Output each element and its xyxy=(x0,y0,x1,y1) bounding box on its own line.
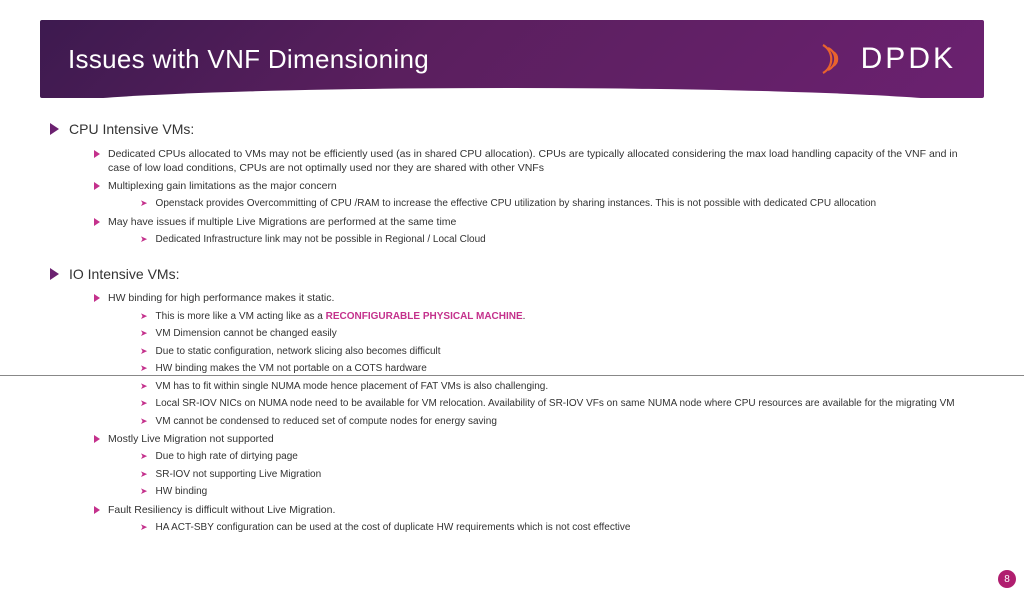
chevron-icon: ➤ xyxy=(140,398,148,410)
bullet-text: Due to high rate of dirtying page xyxy=(156,450,298,464)
bullet-text: HW binding makes the VM not portable on … xyxy=(156,362,427,376)
bullet-text: Fault Resiliency is difficult without Li… xyxy=(108,503,335,517)
bullet-text: HW binding xyxy=(156,485,208,499)
slide-content: CPU Intensive VMs: Dedicated CPUs alloca… xyxy=(0,98,1024,534)
bullet-l2: ➤ Due to static configuration, network s… xyxy=(140,345,974,359)
bullet-l1: Multiplexing gain limitations as the maj… xyxy=(94,179,974,193)
horizontal-rule xyxy=(0,375,1024,376)
chevron-icon: ➤ xyxy=(140,311,148,323)
bullet-l1: Mostly Live Migration not supported xyxy=(94,432,974,446)
bullet-l1: Fault Resiliency is difficult without Li… xyxy=(94,503,974,517)
bullet-text: Local SR-IOV NICs on NUMA node need to b… xyxy=(156,397,955,411)
bullet-l2: ➤ SR-IOV not supporting Live Migration xyxy=(140,468,974,482)
bullet-text: Mostly Live Migration not supported xyxy=(108,432,274,446)
bullet-l2: ➤ HW binding makes the VM not portable o… xyxy=(140,362,974,376)
slide-title: Issues with VNF Dimensioning xyxy=(68,44,429,75)
highlight-text: RECONFIGURABLE PHYSICAL MACHINE xyxy=(326,311,523,322)
chevron-icon: ➤ xyxy=(140,381,148,393)
bullet-l2: ➤ Local SR-IOV NICs on NUMA node need to… xyxy=(140,397,974,411)
bullet-text: Dedicated CPUs allocated to VMs may not … xyxy=(108,147,974,175)
chevron-icon: ➤ xyxy=(140,469,148,481)
chevron-icon: ➤ xyxy=(140,486,148,498)
bullet-l2: ➤ HA ACT-SBY configuration can be used a… xyxy=(140,521,974,535)
slide-header: Issues with VNF Dimensioning DPDK xyxy=(40,20,984,98)
chevron-icon: ➤ xyxy=(140,416,148,428)
bullet-l1: Dedicated CPUs allocated to VMs may not … xyxy=(94,147,974,175)
dpdk-arc-icon xyxy=(811,39,851,79)
bullet-text: HA ACT-SBY configuration can be used at … xyxy=(156,521,631,535)
bullet-text: HW binding for high performance makes it… xyxy=(108,291,334,305)
bullet-text: Dedicated Infrastructure link may not be… xyxy=(156,233,486,247)
triangle-bullet-icon xyxy=(50,123,59,135)
chevron-icon: ➤ xyxy=(140,198,148,210)
triangle-bullet-icon xyxy=(50,268,59,280)
section-title: IO Intensive VMs: xyxy=(69,265,179,284)
bullet-text: This is more like a VM acting like as a … xyxy=(156,310,526,324)
section-title: CPU Intensive VMs: xyxy=(69,120,194,139)
bullet-l2: ➤ Openstack provides Overcommitting of C… xyxy=(140,197,974,211)
triangle-small-icon xyxy=(94,435,100,443)
bullet-text: May have issues if multiple Live Migrati… xyxy=(108,215,456,229)
bullet-text: SR-IOV not supporting Live Migration xyxy=(156,468,322,482)
bullet-l2: ➤ VM cannot be condensed to reduced set … xyxy=(140,415,974,429)
bullet-text: Openstack provides Overcommitting of CPU… xyxy=(156,197,877,211)
bullet-l1: HW binding for high performance makes it… xyxy=(94,291,974,305)
triangle-small-icon xyxy=(94,294,100,302)
chevron-icon: ➤ xyxy=(140,328,148,340)
bullet-l2: ➤ HW binding xyxy=(140,485,974,499)
chevron-icon: ➤ xyxy=(140,363,148,375)
chevron-icon: ➤ xyxy=(140,451,148,463)
chevron-icon: ➤ xyxy=(140,234,148,246)
section-header: CPU Intensive VMs: xyxy=(50,120,974,139)
bullet-text: VM has to fit within single NUMA mode he… xyxy=(156,380,549,394)
bullet-l2: ➤ This is more like a VM acting like as … xyxy=(140,310,974,324)
triangle-small-icon xyxy=(94,150,100,158)
triangle-small-icon xyxy=(94,218,100,226)
dpdk-logo-text: DPDK xyxy=(861,42,956,76)
section-header: IO Intensive VMs: xyxy=(50,265,974,284)
bullet-l1: May have issues if multiple Live Migrati… xyxy=(94,215,974,229)
bullet-text: Due to static configuration, network sli… xyxy=(156,345,441,359)
bullet-l2: ➤ Dedicated Infrastructure link may not … xyxy=(140,233,974,247)
bullet-text: VM Dimension cannot be changed easily xyxy=(156,327,337,341)
bullet-text: Multiplexing gain limitations as the maj… xyxy=(108,179,337,193)
chevron-icon: ➤ xyxy=(140,522,148,534)
chevron-icon: ➤ xyxy=(140,346,148,358)
bullet-l2: ➤ Due to high rate of dirtying page xyxy=(140,450,974,464)
bullet-l2: ➤ VM Dimension cannot be changed easily xyxy=(140,327,974,341)
triangle-small-icon xyxy=(94,182,100,190)
bullet-l2: ➤ VM has to fit within single NUMA mode … xyxy=(140,380,974,394)
dpdk-logo: DPDK xyxy=(811,39,956,79)
triangle-small-icon xyxy=(94,506,100,514)
page-number-badge: 8 xyxy=(998,570,1016,588)
bullet-text: VM cannot be condensed to reduced set of… xyxy=(156,415,497,429)
